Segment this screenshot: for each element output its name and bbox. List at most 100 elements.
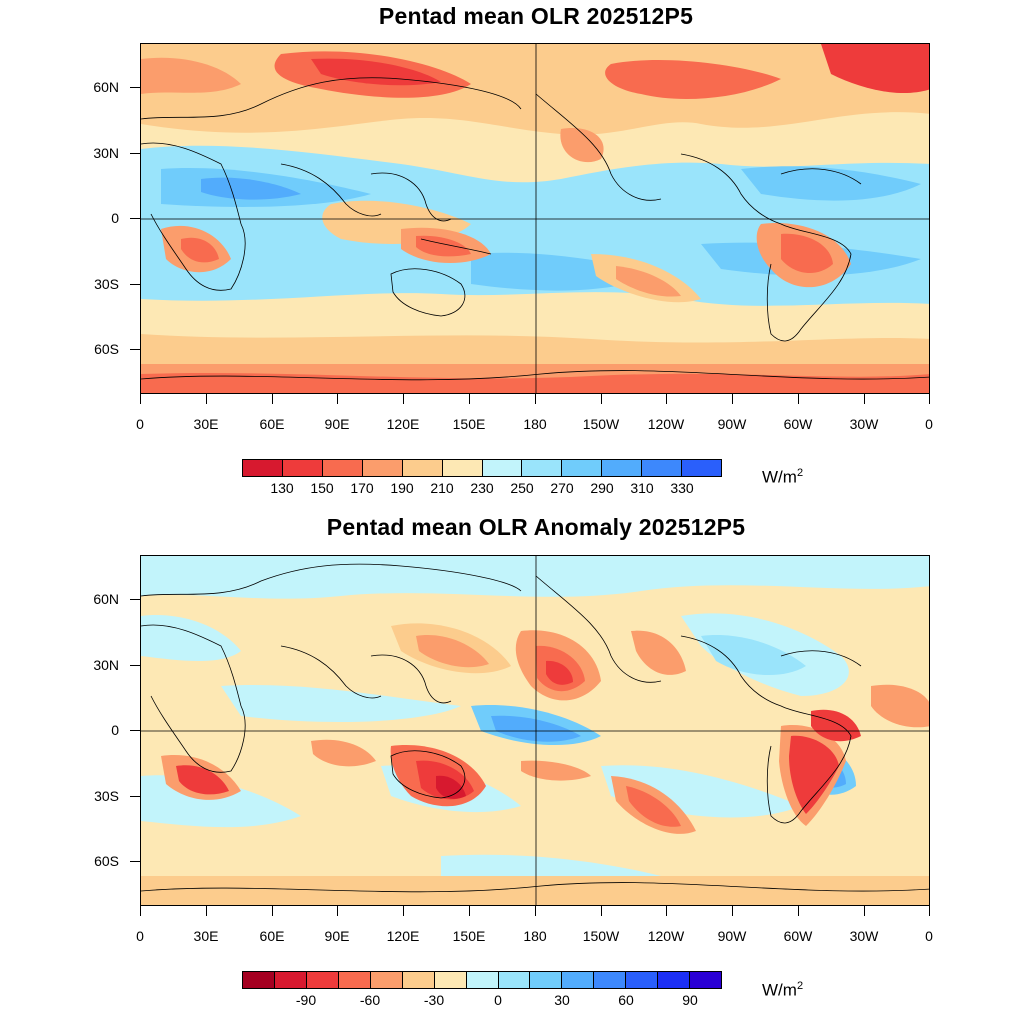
panel-title: Pentad mean OLR 202512P5 [378,3,694,29]
x-tick [140,906,141,916]
x-tick-label: 30E [193,928,219,944]
x-tick [272,906,273,916]
x-tick-label: 30E [193,416,219,432]
x-tick [403,906,404,916]
x-tick [337,394,338,404]
colorbar-label: 250 [510,480,534,496]
x-tick-label: 60E [259,416,285,432]
x-tick [929,394,930,404]
colorbar-label: 330 [670,480,694,496]
y-tick-label: 0 [111,722,119,738]
olr-map[interactable] [140,43,930,394]
x-tick-label: 120W [647,928,685,944]
colorbar-swatch [338,972,371,988]
colorbar-label: 290 [590,480,614,496]
olr-field [141,44,929,393]
x-tick-label: 30W [849,416,879,432]
x-tick [798,906,799,916]
colorbar-swatch [466,972,499,988]
colorbar-swatch [282,460,323,476]
x-tick-label: 120E [386,416,420,432]
colorbar-swatch [306,972,339,988]
colorbar-swatch [562,460,603,476]
colorbar-label: 130 [270,480,294,496]
y-tick [130,796,140,797]
colorbar-swatch [530,972,563,988]
x-tick [929,906,930,916]
colorbar-label: 30 [554,992,570,1008]
x-tick-label: 150E [452,416,486,432]
panel-title: Pentad mean OLR Anomaly 202512P5 [326,514,746,540]
x-tick-label: 60W [783,928,813,944]
colorbar [242,459,722,477]
x-tick [732,394,733,404]
colorbar-label: -30 [423,992,445,1008]
x-tick [206,394,207,404]
y-tick [130,861,140,862]
x-tick [469,906,470,916]
y-tick [130,349,140,350]
colorbar-swatch [594,972,627,988]
units-text: W/m [762,467,797,487]
x-tick [601,394,602,404]
colorbar-label: 150 [310,480,334,496]
colorbar-swatch [498,972,531,988]
y-tick [130,284,140,285]
y-tick [130,87,140,88]
x-tick [206,906,207,916]
colorbar-swatch [322,460,363,476]
colorbar-swatch [362,460,403,476]
colorbar-swatch [243,460,283,476]
x-tick [864,394,865,404]
olr-anomaly-map[interactable] [140,555,930,906]
x-tick-label: 150W [582,928,620,944]
colorbar-swatch [562,972,595,988]
x-tick-label: 90E [324,416,350,432]
x-tick-label: 0 [925,416,933,432]
x-tick-label: 30W [849,928,879,944]
x-tick-label: 60E [259,928,285,944]
x-tick-label: 90E [324,928,350,944]
colorbar-swatch [402,972,435,988]
colorbar-swatch [442,460,483,476]
x-tick-label: 150E [452,928,486,944]
units-exponent: 2 [796,467,804,479]
y-tick-label: 0 [111,210,119,226]
colorbar-label: 60 [618,992,634,1008]
y-tick [130,153,140,154]
x-tick [666,394,667,404]
colorbar-swatch [642,460,683,476]
colorbar-swatch [482,460,523,476]
y-tick-label: 30N [93,657,119,673]
y-tick-label: 60S [94,341,119,357]
colorbar-swatch [602,460,643,476]
x-tick-label: 0 [925,928,933,944]
y-tick-label: 30S [94,788,119,804]
colorbar-swatch [402,460,443,476]
x-tick-label: 150W [582,416,620,432]
colorbar-label: 0 [494,992,502,1008]
x-tick [666,906,667,916]
x-tick-label: 180 [523,416,547,432]
colorbar-swatch [658,972,691,988]
colorbar-label: 190 [390,480,414,496]
y-tick-label: 60S [94,853,119,869]
y-tick [130,218,140,219]
y-tick-label: 60N [93,79,119,95]
colorbar-label: -90 [295,992,317,1008]
colorbar-swatch [274,972,307,988]
colorbar-label: 210 [430,480,454,496]
y-tick-label: 60N [93,591,119,607]
y-tick-label: 30N [93,145,119,161]
units-exponent: 2 [796,980,804,992]
colorbar-swatch [690,972,722,988]
x-tick [272,394,273,404]
x-tick-label: 120E [386,928,420,944]
y-tick [130,730,140,731]
x-tick [864,906,865,916]
colorbar-swatch [243,972,275,988]
x-tick [601,906,602,916]
x-tick-label: 0 [136,416,144,432]
y-tick [130,665,140,666]
colorbar-label: 310 [630,480,654,496]
